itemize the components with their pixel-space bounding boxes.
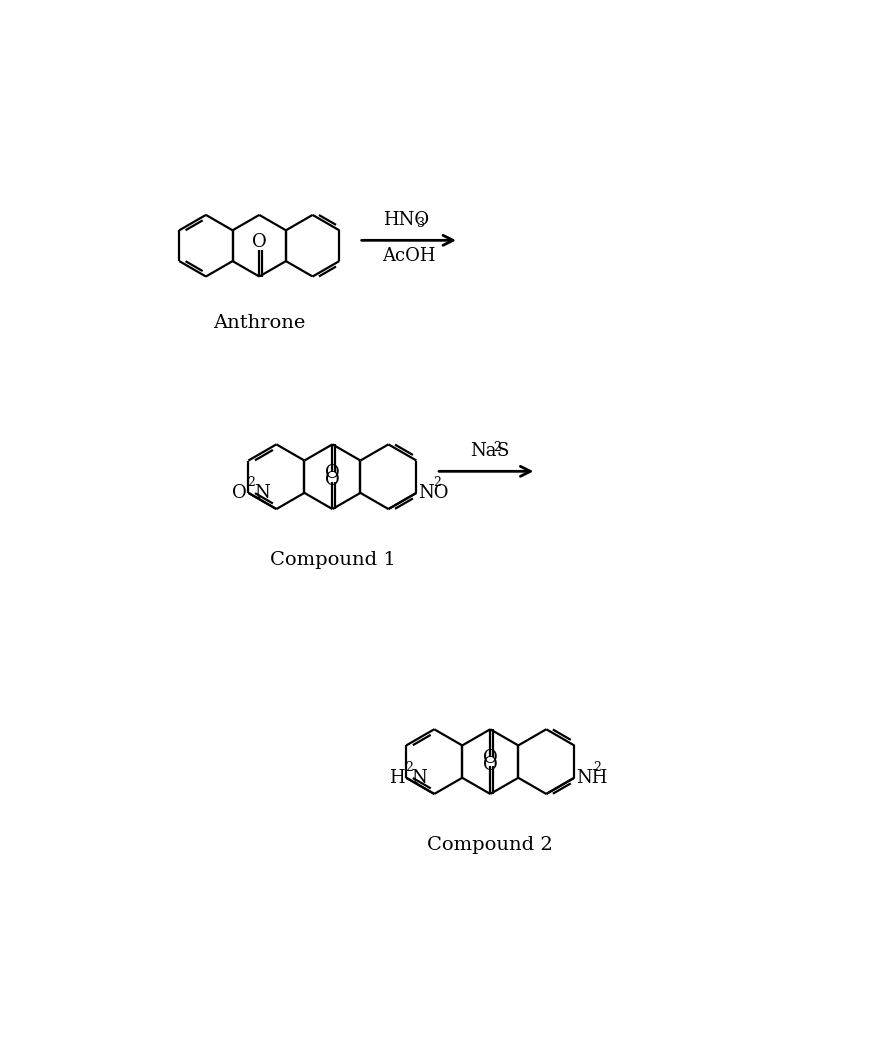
Text: NH: NH <box>576 769 607 787</box>
Text: O: O <box>232 484 247 502</box>
Text: Anthrone: Anthrone <box>213 315 306 333</box>
Text: Compound 1: Compound 1 <box>269 552 395 570</box>
Text: 2: 2 <box>247 476 255 489</box>
Text: 2: 2 <box>406 761 414 774</box>
Text: O: O <box>325 464 340 482</box>
Text: N: N <box>253 484 269 502</box>
Text: O: O <box>325 472 340 490</box>
Text: 3: 3 <box>417 217 425 230</box>
Text: NO: NO <box>418 484 448 502</box>
Text: 2: 2 <box>494 441 501 454</box>
Text: Compound 2: Compound 2 <box>427 836 553 854</box>
Text: O: O <box>252 233 267 251</box>
Text: N: N <box>412 769 427 787</box>
Text: S: S <box>496 442 509 460</box>
Text: AcOH: AcOH <box>382 246 436 264</box>
Text: H: H <box>389 769 405 787</box>
Text: 2: 2 <box>433 476 441 489</box>
Text: HNO: HNO <box>383 212 429 230</box>
Text: O: O <box>483 749 498 767</box>
Text: O: O <box>483 756 498 774</box>
Text: 2: 2 <box>593 761 601 774</box>
Text: Na: Na <box>470 442 496 460</box>
